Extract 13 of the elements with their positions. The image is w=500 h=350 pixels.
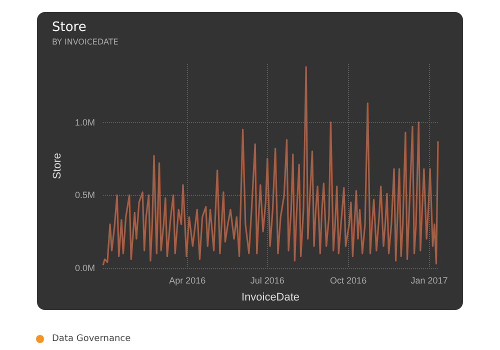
x-tick-label: Oct 2016 bbox=[330, 276, 367, 286]
line-series bbox=[102, 66, 439, 266]
y-tick-label: 1.0M bbox=[74, 117, 95, 128]
chart-subtitle: BY INVOICEDATE bbox=[52, 38, 118, 46]
x-tick-label: Jan 2017 bbox=[410, 276, 448, 286]
y-tick-label: 0.0M bbox=[74, 263, 95, 273]
y-axis-title: Store bbox=[52, 152, 64, 180]
text: Data Governance bbox=[52, 334, 131, 344]
x-tick-label: Apr 2016 bbox=[169, 276, 206, 286]
x-axis-title: InvoiceDate bbox=[241, 292, 300, 304]
chart-title: Store bbox=[52, 20, 86, 35]
y-tick-label: 0.5M bbox=[74, 190, 95, 200]
x-tick-label: Jul 2016 bbox=[250, 276, 284, 286]
